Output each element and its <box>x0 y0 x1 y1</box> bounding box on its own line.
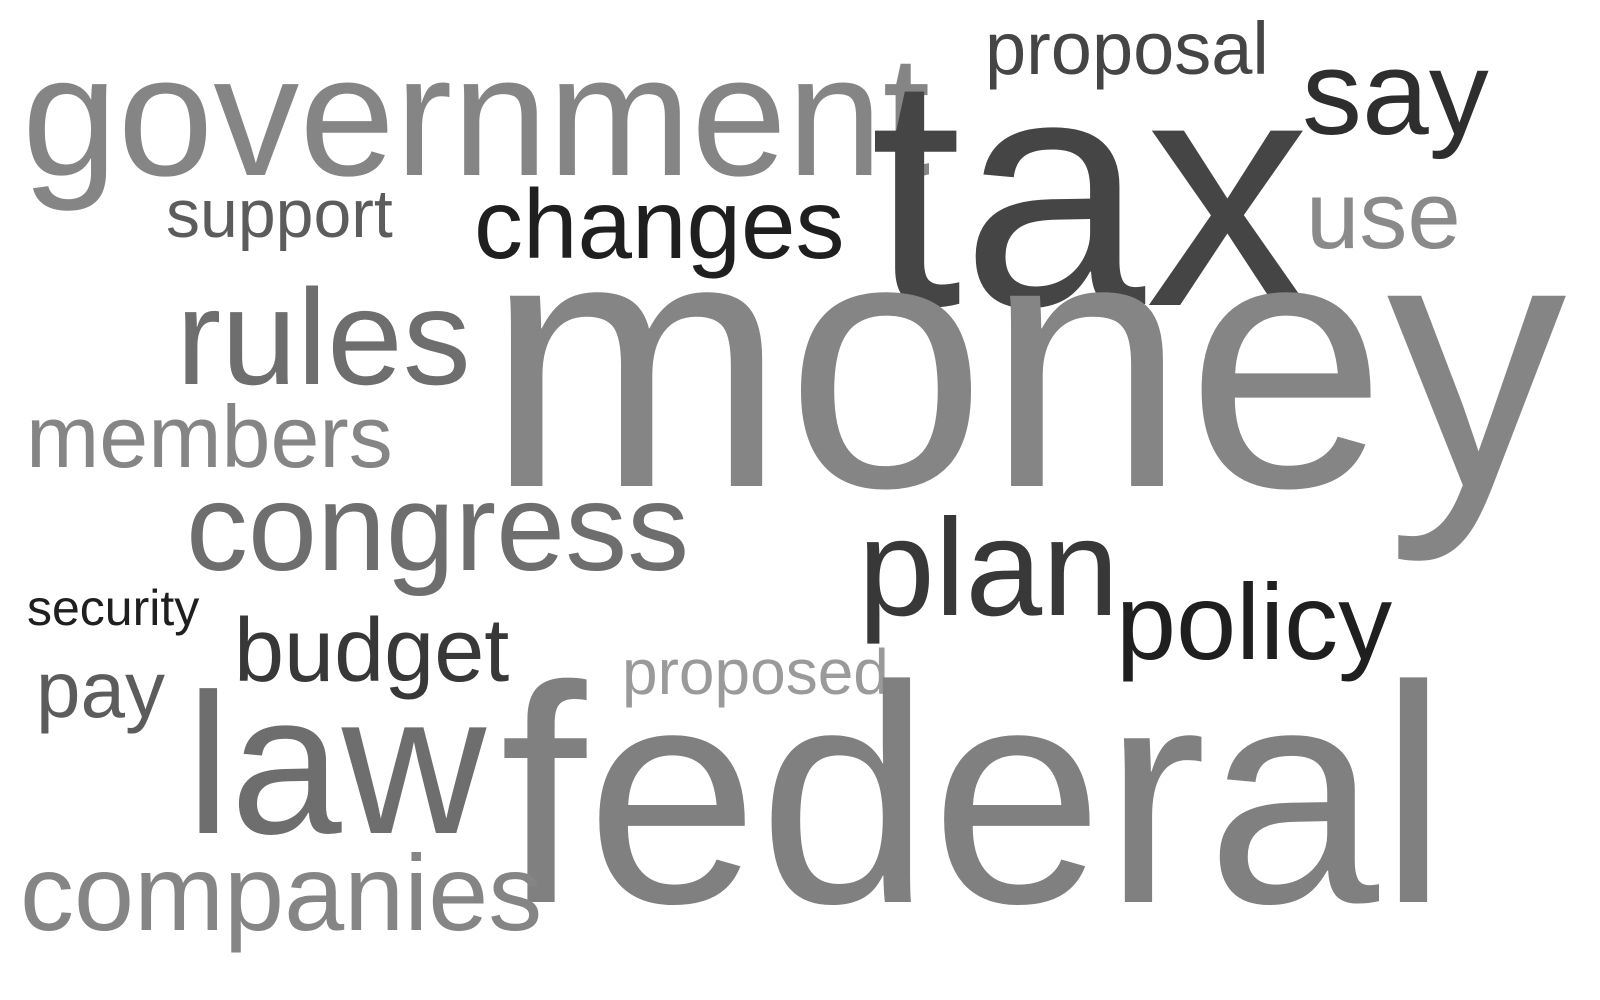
word-federal: federal <box>500 621 1448 968</box>
word-say: say <box>1302 26 1489 160</box>
word-changes: changes <box>474 169 845 279</box>
word-use: use <box>1306 162 1461 269</box>
word-policy: policy <box>1116 561 1393 682</box>
word-congress: congress <box>186 459 690 597</box>
word-money: money <box>486 161 1567 563</box>
word-law: law <box>186 653 487 876</box>
word-tax: tax <box>870 6 1311 375</box>
word-security: security <box>27 580 200 636</box>
word-proposed: proposed <box>622 636 889 708</box>
word-government: government <box>22 20 931 212</box>
word-members: members <box>26 387 393 486</box>
word-plan: plan <box>858 491 1119 645</box>
word-budget: budget <box>234 601 510 701</box>
word-companies: companies <box>20 832 543 953</box>
word-rules: rules <box>176 261 471 413</box>
word-pay: pay <box>36 645 165 734</box>
word-proposal: proposal <box>985 7 1269 90</box>
word-support: support <box>166 176 393 252</box>
